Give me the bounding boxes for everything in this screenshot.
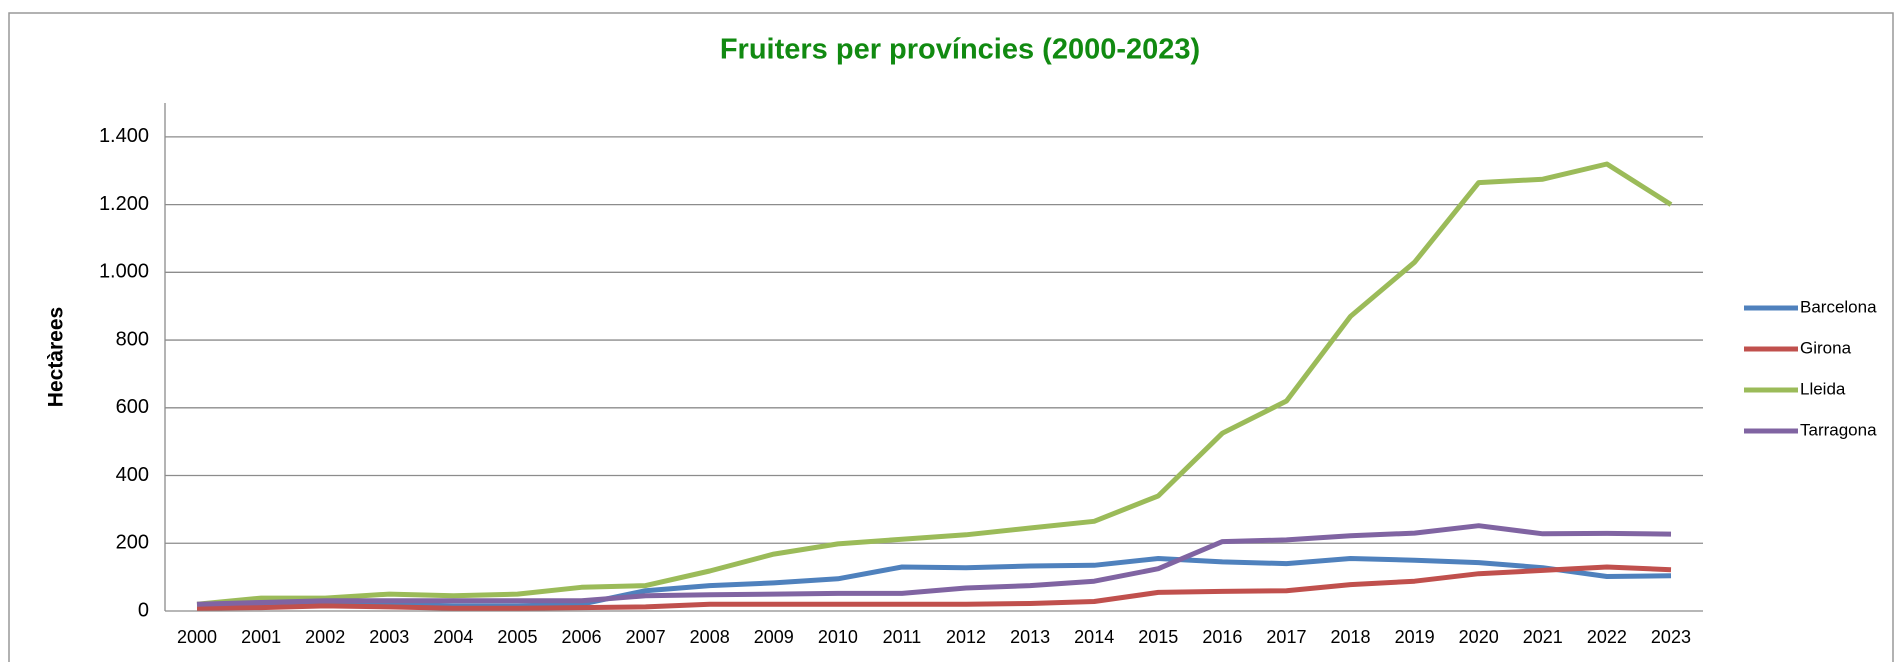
y-tick-label: 800: [116, 328, 149, 350]
y-axis-label: Hectàrees: [45, 307, 68, 407]
legend-label: Tarragona: [1800, 420, 1877, 439]
legend-label: Girona: [1800, 338, 1852, 357]
y-tick-label: 600: [116, 396, 149, 418]
chart-title: Fruiters per províncies (2000-2023): [720, 34, 1200, 66]
series-line: [196, 564, 1672, 611]
x-tick-label: 2010: [818, 627, 858, 647]
x-tick-label: 2000: [177, 627, 217, 647]
x-tick-label: 2004: [433, 627, 473, 647]
series-line: [196, 161, 1673, 607]
x-tick-label: 2017: [1266, 627, 1306, 647]
y-tick-label: 1.200: [99, 193, 149, 215]
x-tick-label: 2016: [1202, 627, 1242, 647]
x-tick-label: 2013: [1010, 627, 1050, 647]
x-tick-label: 2023: [1651, 627, 1691, 647]
y-tick-label: 200: [116, 532, 149, 554]
x-tick-label: 2009: [754, 627, 794, 647]
x-tick-label: 2012: [946, 627, 986, 647]
x-tick-label: 2015: [1138, 627, 1178, 647]
x-tick-label: 2019: [1395, 627, 1435, 647]
x-tick-label: 2007: [626, 627, 666, 647]
x-tick-label: 2008: [690, 627, 730, 647]
legend-label: Lleida: [1800, 379, 1846, 398]
y-tick-label: 0: [138, 599, 149, 621]
x-tick-label: 2014: [1074, 627, 1114, 647]
series-line: [196, 523, 1672, 607]
legend-label: Barcelona: [1800, 297, 1877, 316]
x-tick-label: 2021: [1523, 627, 1563, 647]
x-tick-label: 2018: [1331, 627, 1371, 647]
y-tick-label: 1.000: [99, 261, 149, 283]
y-tick-label: 400: [116, 464, 149, 486]
x-tick-label: 2020: [1459, 627, 1499, 647]
x-tick-label: 2002: [305, 627, 345, 647]
x-tick-label: 2022: [1587, 627, 1627, 647]
y-tick-label: 1.400: [99, 125, 149, 147]
x-tick-label: 2011: [883, 627, 922, 647]
x-tick-label: 2005: [497, 627, 537, 647]
x-tick-label: 2001: [241, 627, 281, 647]
x-tick-label: 2006: [562, 627, 602, 647]
chart-frame: [8, 12, 1894, 662]
x-tick-label: 2003: [369, 627, 409, 647]
